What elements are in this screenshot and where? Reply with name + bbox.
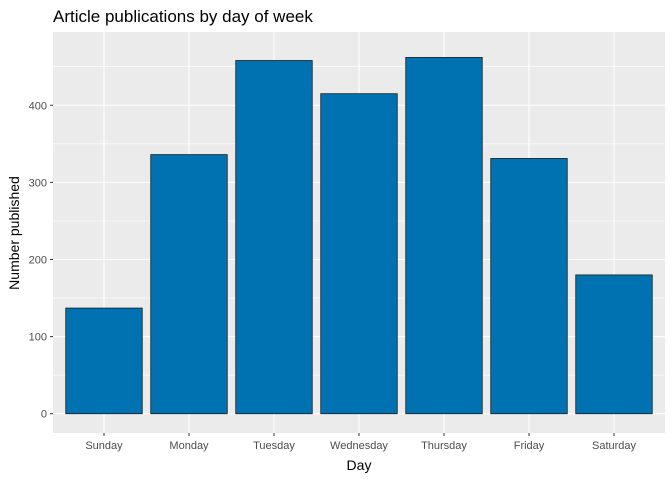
bar-thursday — [405, 57, 483, 415]
x-axis-title: Day — [347, 457, 372, 473]
y-tick-label: 0 — [41, 409, 47, 421]
y-tick-label: 400 — [29, 100, 47, 112]
bar-tuesday — [235, 60, 313, 415]
x-tick-label: Tuesday — [253, 440, 295, 452]
y-tick-label: 200 — [29, 254, 47, 266]
x-tick-label: Thursday — [421, 440, 467, 452]
x-tick-label: Friday — [514, 440, 545, 452]
x-tick-label: Saturday — [592, 440, 637, 452]
x-tick-label: Wednesday — [330, 440, 388, 452]
x-axis-ticks: Sunday Monday Tuesday Wednesday Thursday Frid… — [85, 433, 637, 452]
x-tick-label: Monday — [169, 440, 209, 452]
x-tick-label: Sunday — [85, 440, 123, 452]
bar-sunday — [65, 307, 143, 415]
bar-saturday — [575, 274, 653, 415]
y-tick-label: 300 — [29, 177, 47, 189]
y-axis-title: Number published — [6, 176, 22, 290]
bar-friday — [490, 158, 568, 415]
y-axis-ticks: 0 100 200 300 400 — [29, 100, 53, 421]
y-tick-label: 100 — [29, 332, 47, 344]
bars — [65, 57, 653, 415]
bar-wednesday — [320, 93, 398, 415]
chart-title: Article publications by day of week — [53, 7, 313, 26]
bar-monday — [150, 154, 228, 415]
